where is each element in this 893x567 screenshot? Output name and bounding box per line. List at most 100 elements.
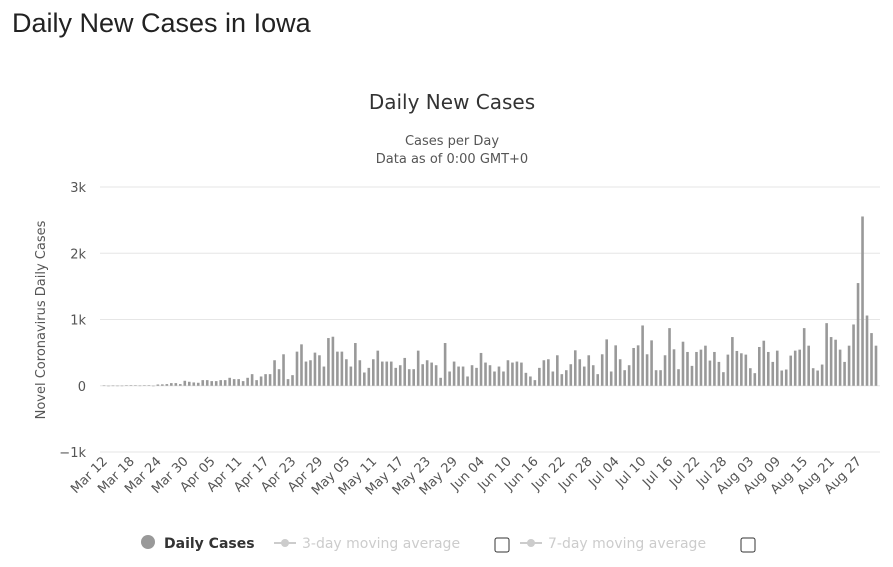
bar-daily-cases[interactable]: [793, 350, 797, 386]
bar-daily-cases[interactable]: [798, 349, 801, 386]
bar-daily-cases[interactable]: [107, 385, 110, 387]
bar-daily-cases[interactable]: [295, 351, 299, 386]
bar-daily-cases[interactable]: [686, 351, 689, 386]
bar-daily-cases[interactable]: [713, 351, 716, 386]
bar-daily-cases[interactable]: [578, 359, 582, 386]
bar-daily-cases[interactable]: [645, 354, 649, 386]
bar-daily-cases[interactable]: [286, 379, 290, 386]
bar-daily-cases[interactable]: [704, 345, 707, 386]
bar-daily-cases[interactable]: [425, 360, 429, 386]
bar-daily-cases[interactable]: [865, 315, 869, 386]
bar-daily-cases[interactable]: [784, 369, 788, 386]
bar-daily-cases[interactable]: [156, 384, 160, 386]
bar-daily-cases[interactable]: [372, 359, 375, 386]
bar-daily-cases[interactable]: [825, 323, 828, 386]
bar-daily-cases[interactable]: [524, 372, 528, 386]
bar-daily-cases[interactable]: [551, 371, 555, 386]
bar-daily-cases[interactable]: [614, 345, 617, 386]
bar-daily-cases[interactable]: [582, 366, 586, 386]
bar-daily-cases[interactable]: [668, 328, 671, 386]
bar-daily-cases[interactable]: [569, 364, 573, 386]
bar-daily-cases[interactable]: [605, 339, 608, 386]
bar-daily-cases[interactable]: [654, 370, 658, 386]
bar-daily-cases[interactable]: [847, 345, 851, 386]
bar-daily-cases[interactable]: [663, 355, 667, 386]
bar-daily-cases[interactable]: [192, 382, 196, 386]
bar-daily-cases[interactable]: [129, 385, 133, 386]
bar-daily-cases[interactable]: [179, 384, 182, 386]
bar-daily-cases[interactable]: [758, 346, 761, 386]
bar-daily-cases[interactable]: [538, 367, 541, 386]
legend-daily-cases-marker[interactable]: [141, 535, 155, 549]
bar-daily-cases[interactable]: [165, 384, 169, 386]
bar-daily-cases[interactable]: [452, 361, 456, 386]
bar-daily-cases[interactable]: [358, 360, 362, 386]
bar-daily-cases[interactable]: [273, 360, 276, 386]
bar-daily-cases[interactable]: [143, 385, 146, 386]
bar-daily-cases[interactable]: [309, 360, 312, 386]
bar-daily-cases[interactable]: [430, 362, 433, 386]
bar-daily-cases[interactable]: [811, 368, 815, 386]
bar-daily-cases[interactable]: [488, 365, 492, 386]
bar-daily-cases[interactable]: [421, 364, 424, 386]
bar-daily-cases[interactable]: [300, 344, 303, 386]
bar-daily-cases[interactable]: [753, 373, 757, 386]
bar-daily-cases[interactable]: [232, 379, 236, 386]
bar-daily-cases[interactable]: [304, 361, 308, 386]
bar-daily-cases[interactable]: [264, 374, 267, 386]
bar-daily-cases[interactable]: [125, 385, 128, 386]
bar-daily-cases[interactable]: [255, 380, 258, 386]
bar-daily-cases[interactable]: [511, 362, 514, 386]
bar-daily-cases[interactable]: [223, 380, 227, 386]
bar-daily-cases[interactable]: [398, 365, 402, 386]
bar-daily-cases[interactable]: [497, 366, 501, 386]
bar-daily-cases[interactable]: [470, 365, 474, 386]
bar-daily-cases[interactable]: [717, 361, 721, 386]
bar-daily-cases[interactable]: [856, 283, 860, 386]
legend-3day-checkbox[interactable]: [494, 537, 510, 553]
bar-daily-cases[interactable]: [183, 380, 187, 386]
bar-daily-cases[interactable]: [677, 369, 680, 386]
legend-7day-checkbox[interactable]: [740, 537, 756, 553]
bar-daily-cases[interactable]: [636, 345, 640, 386]
bar-daily-cases[interactable]: [609, 371, 613, 386]
bar-daily-cases[interactable]: [147, 385, 151, 386]
bar-daily-cases[interactable]: [389, 361, 393, 386]
bar-daily-cases[interactable]: [161, 384, 164, 386]
bar-daily-cases[interactable]: [443, 343, 447, 386]
bar-daily-cases[interactable]: [547, 359, 550, 386]
bar-daily-cases[interactable]: [542, 360, 546, 386]
bar-daily-cases[interactable]: [708, 360, 712, 386]
bar-daily-cases[interactable]: [457, 366, 460, 386]
bar-daily-cases[interactable]: [201, 380, 205, 386]
bar-daily-cases[interactable]: [749, 368, 752, 386]
bar-daily-cases[interactable]: [506, 360, 510, 386]
bar-daily-cases[interactable]: [407, 369, 411, 386]
bar-daily-cases[interactable]: [515, 361, 519, 386]
bar-daily-cases[interactable]: [520, 362, 523, 386]
bar-daily-cases[interactable]: [726, 354, 730, 386]
bar-daily-cases[interactable]: [672, 349, 676, 386]
bar-daily-cases[interactable]: [282, 354, 285, 386]
bar-daily-cases[interactable]: [560, 374, 564, 386]
bar-daily-cases[interactable]: [762, 340, 766, 386]
bar-daily-cases[interactable]: [641, 325, 644, 386]
bar-daily-cases[interactable]: [874, 345, 878, 386]
bar-daily-cases[interactable]: [102, 385, 106, 387]
bar-daily-cases[interactable]: [627, 365, 631, 386]
bar-daily-cases[interactable]: [623, 370, 626, 386]
bar-daily-cases[interactable]: [439, 377, 442, 386]
bar-daily-cases[interactable]: [196, 382, 200, 386]
bar-daily-cases[interactable]: [533, 380, 537, 386]
bar-daily-cases[interactable]: [596, 374, 600, 386]
bar-daily-cases[interactable]: [349, 366, 353, 386]
bar-daily-cases[interactable]: [870, 333, 873, 386]
bar-daily-cases[interactable]: [802, 328, 806, 386]
bar-daily-cases[interactable]: [735, 350, 739, 386]
bar-daily-cases[interactable]: [484, 362, 487, 386]
bar-daily-cases[interactable]: [116, 385, 119, 387]
bar-daily-cases[interactable]: [385, 361, 389, 386]
bar-daily-cases[interactable]: [771, 361, 775, 386]
bar-daily-cases[interactable]: [111, 385, 115, 387]
bar-daily-cases[interactable]: [376, 350, 380, 386]
